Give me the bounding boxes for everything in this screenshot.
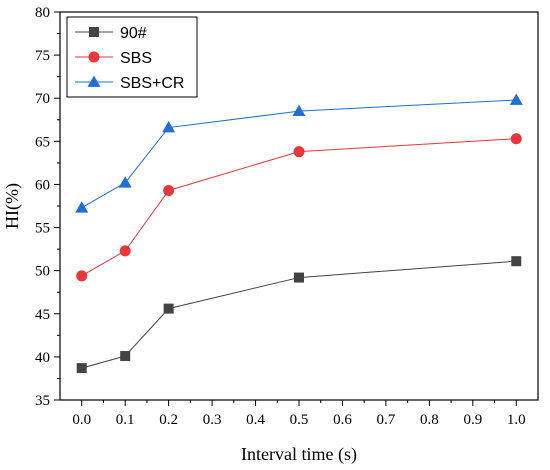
x-tick-label: 0.9 [463,412,482,428]
data-point [293,146,305,158]
x-axis-title: Interval time (s) [241,444,357,465]
series-layer [75,93,523,374]
legend-label: SBS+CR [120,75,184,92]
series-3 [75,93,523,213]
data-point [119,245,131,257]
data-point [292,104,306,117]
x-tick-label: 0.2 [159,412,178,428]
x-tick-label: 0.8 [420,412,439,428]
data-point [162,121,176,133]
legend-item: 90# [75,25,147,42]
data-point [163,184,175,196]
legend-label: SBS [120,50,152,67]
data-point [76,363,87,374]
data-point [509,93,523,105]
data-point [294,272,304,283]
legend-marker [87,75,101,87]
y-tick-label: 65 [35,134,50,150]
legend-item: SBS [75,50,152,67]
x-tick-label: 0.3 [203,412,222,428]
y-tick-label: 75 [35,48,50,64]
x-tick-label: 0.1 [116,412,135,428]
x-tick-label: 1.0 [507,412,526,428]
series-line [81,138,517,277]
y-tick-label: 80 [35,5,50,21]
y-tick-label: 35 [35,393,50,409]
legend: 90# SBS SBS+CR [66,16,198,98]
y-tick-label: 45 [35,307,50,323]
data-point [76,270,88,282]
x-tick-label: 0.6 [333,412,352,428]
y-tick-label: 60 [35,177,50,193]
data-point [75,201,89,213]
x-tick-label: 0.5 [290,412,309,428]
legend-marker [88,51,100,63]
data-point [120,351,131,362]
y-tick-label: 50 [35,264,50,280]
y-tick-label: 55 [35,221,50,237]
x-tick-label: 0.7 [377,412,396,428]
data-point [163,303,174,314]
legend-item: SBS+CR [75,75,184,92]
y-tick-label: 40 [35,350,50,366]
y-axis-title: HI(%) [2,183,23,229]
x-tick-label: 0.0 [72,412,91,428]
legend-label: 90# [120,25,147,42]
x-tick-label: 0.4 [246,412,265,428]
data-point [511,256,522,267]
series-2 [76,133,522,282]
series-1 [76,256,522,374]
y-tick-label: 70 [35,91,50,107]
legend-marker [89,27,99,37]
x-axis: 0.0 0.1 0.2 0.3 0.4 0.5 0.6 0.7 0.8 0.9 1.0 [72,400,526,428]
data-point [510,133,522,145]
y-axis: 35 40 45 50 55 60 65 70 75 80 [35,5,60,409]
data-point [118,176,132,188]
